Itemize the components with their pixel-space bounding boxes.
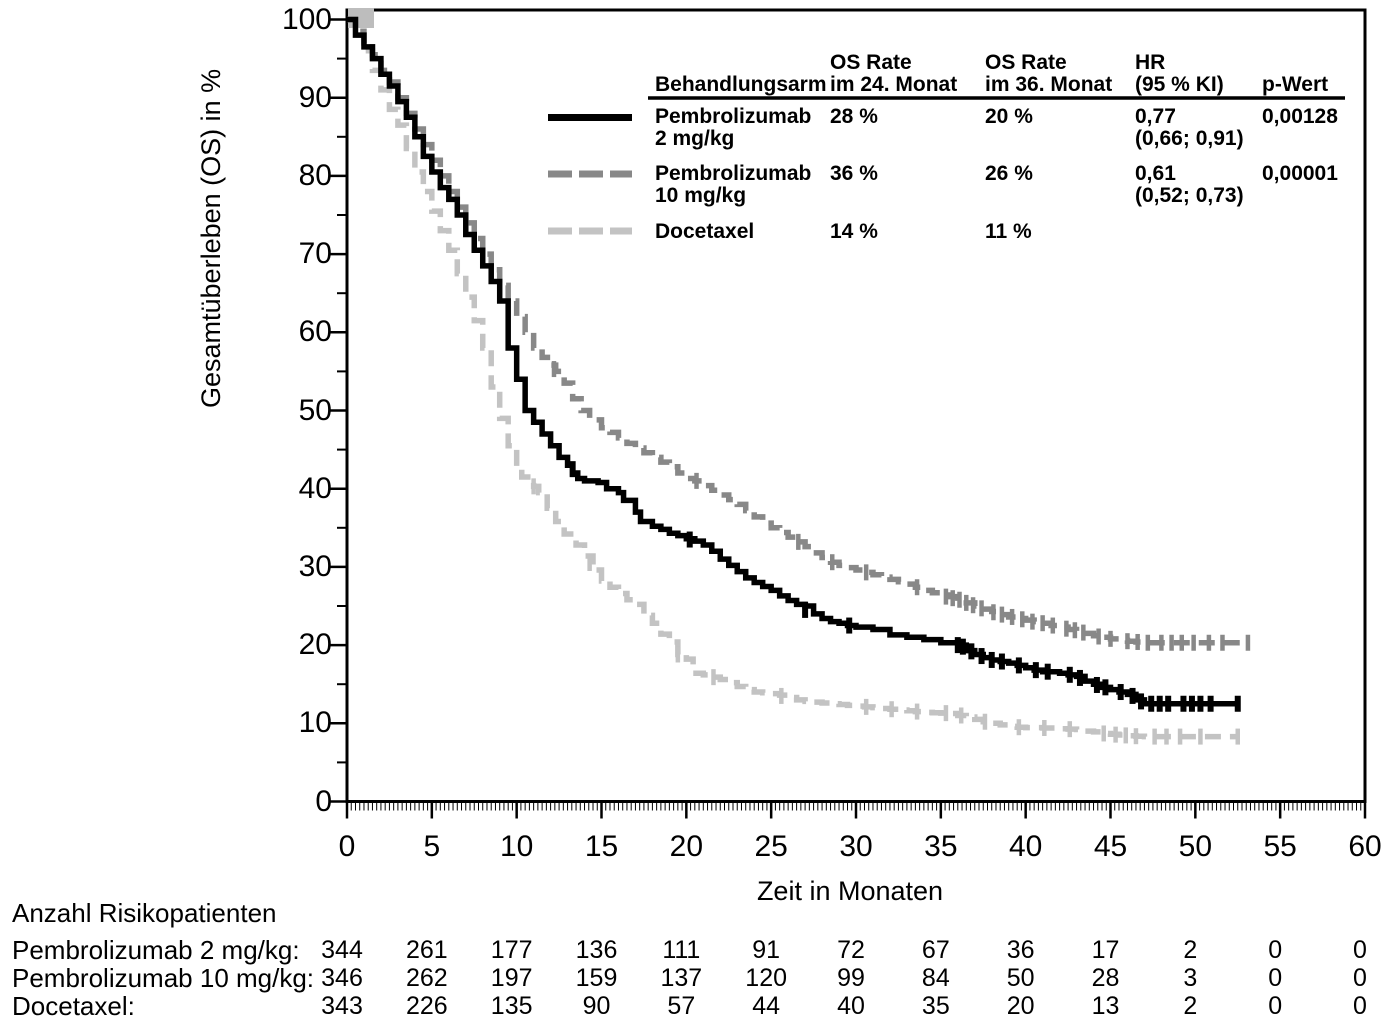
risk-count-cell: 36 [1006, 936, 1035, 964]
legend-row1-hr-ci: (0,66; 0,91) [1135, 127, 1244, 150]
risk-count-cell: 0 [1268, 992, 1283, 1020]
legend-header-os36-l1: OS Rate [985, 51, 1067, 74]
risk-count-cell: 99 [837, 964, 865, 992]
risk-count-cell: 44 [752, 992, 781, 1020]
y-tick-label: 70 [298, 237, 332, 271]
risk-count-cell: 84 [921, 964, 950, 992]
risk-count-cell: 57 [667, 992, 696, 1020]
risk-count-cell: 2 [1183, 992, 1198, 1020]
legend-row3-os36: 11 % [985, 220, 1032, 243]
risk-count-cell: 13 [1091, 992, 1120, 1020]
legend-header-hr-l2: (95 % KI) [1135, 73, 1224, 96]
legend-header-os36-l2: im 36. Monat [985, 73, 1113, 96]
y-tick-label: 30 [298, 549, 332, 583]
legend-header-p: p-Wert [1262, 73, 1329, 96]
risk-count-cell: 35 [921, 992, 950, 1020]
legend-row2-hr-ci: (0,52; 0,73) [1135, 184, 1244, 207]
legend-row1-arm-l1: Pembrolizumab [655, 105, 812, 128]
risk-count-cell: 28 [1091, 964, 1120, 992]
x-tick-label: 40 [1008, 830, 1043, 863]
risk-count-cell: 2 [1183, 936, 1198, 964]
legend-header-arm: Behandlungsarm [655, 73, 827, 96]
risk-count-cell: 0 [1353, 992, 1367, 1020]
x-tick-label: 45 [1093, 830, 1128, 863]
legend-row1-os36: 20 % [985, 105, 1033, 128]
risk-row-label-pembro2: Pembrolizumab 2 mg/kg: [12, 935, 300, 965]
risk-count-cell: 343 [321, 992, 363, 1020]
risk-row-label-pembro10: Pembrolizumab 10 mg/kg: [12, 963, 315, 993]
x-tick-label: 10 [499, 830, 534, 863]
risk-count-cell: 20 [1006, 992, 1035, 1020]
y-tick-label: 10 [298, 706, 332, 740]
legend-row1-p: 0,00128 [1262, 105, 1338, 128]
legend-header-os24-l1: OS Rate [830, 51, 912, 74]
risk-count-cell: 91 [752, 936, 781, 964]
y-tick-label: 40 [298, 471, 332, 505]
x-tick-label: 60 [1348, 830, 1382, 863]
legend-row2-os24: 36 % [830, 162, 878, 185]
y-tick-label: 100 [281, 2, 332, 36]
risk-count-cell: 136 [575, 936, 618, 964]
y-tick-label: 90 [298, 80, 332, 114]
risk-count-cell: 159 [575, 964, 618, 992]
risk-count-cell: 17 [1091, 936, 1120, 964]
x-tick-label: 35 [924, 830, 958, 863]
x-tick-label: 30 [839, 830, 873, 863]
risk-count-cell: 346 [321, 964, 363, 992]
curve-docetaxel [347, 16, 1238, 740]
risk-table-title: Anzahl Risikopatienten [12, 898, 277, 928]
risk-count-cell: 67 [921, 936, 950, 964]
risk-count-cell: 261 [405, 936, 448, 964]
legend-header-os24-l2: im 24. Monat [830, 73, 958, 96]
y-tick-label: 80 [298, 158, 332, 192]
risk-count-cell: 197 [490, 964, 533, 992]
curve-pembrolizumab-10-mg-kg [347, 16, 1248, 646]
risk-count-cell: 0 [1353, 936, 1367, 964]
risk-count-cell: 135 [490, 992, 533, 1020]
legend-row1-os24: 28 % [830, 105, 878, 128]
risk-count-cell: 344 [321, 936, 363, 964]
y-tick-label: 50 [298, 393, 332, 427]
risk-count-cell: 226 [405, 992, 448, 1020]
x-tick-label: 25 [754, 830, 788, 863]
y-tick-label: 20 [298, 628, 332, 662]
risk-row-label-docetaxel: Docetaxel: [12, 991, 135, 1021]
risk-count-cell: 120 [745, 964, 788, 992]
x-tick-label: 50 [1178, 830, 1213, 863]
risk-count-cell: 72 [837, 936, 865, 964]
x-tick-label: 20 [669, 830, 704, 863]
x-tick-label: 5 [423, 830, 441, 863]
risk-count-cell: 137 [660, 964, 703, 992]
legend-header-hr-l1: HR [1135, 51, 1166, 74]
risk-count-cell: 0 [1353, 964, 1367, 992]
y-axis-title: Gesamtüberleben (OS) in % [196, 68, 226, 408]
risk-count-cell: 262 [405, 964, 448, 992]
risk-count-cell: 111 [662, 936, 701, 964]
x-axis-title: Zeit in Monaten [756, 876, 944, 906]
legend-row2-hr: 0,61 [1135, 162, 1176, 185]
legend-row2-p: 0,00001 [1262, 162, 1338, 185]
legend-row1-arm-l2: 2 mg/kg [655, 127, 735, 150]
risk-count-cell: 40 [837, 992, 865, 1020]
x-tick-label: 55 [1263, 830, 1297, 863]
legend-row1-hr: 0,77 [1135, 105, 1176, 128]
legend-row2-arm-l2: 10 mg/kg [655, 184, 747, 207]
risk-count-cell: 0 [1268, 964, 1283, 992]
risk-count-cell: 0 [1268, 936, 1283, 964]
legend-row2-os36: 26 % [985, 162, 1033, 185]
x-tick-label: 15 [584, 830, 619, 863]
risk-count-cell: 3 [1183, 964, 1198, 992]
legend-row3-arm-l1: Docetaxel [655, 220, 755, 243]
legend-row2-arm-l1: Pembrolizumab [655, 162, 812, 185]
y-tick-label: 60 [298, 315, 332, 349]
risk-count-cell: 177 [490, 936, 533, 964]
risk-count-cell: 50 [1006, 964, 1035, 992]
x-tick-label: 0 [338, 830, 356, 863]
legend-row3-os24: 14 % [830, 220, 878, 243]
risk-count-cell: 90 [582, 992, 611, 1020]
y-tick-label: 0 [315, 784, 332, 818]
